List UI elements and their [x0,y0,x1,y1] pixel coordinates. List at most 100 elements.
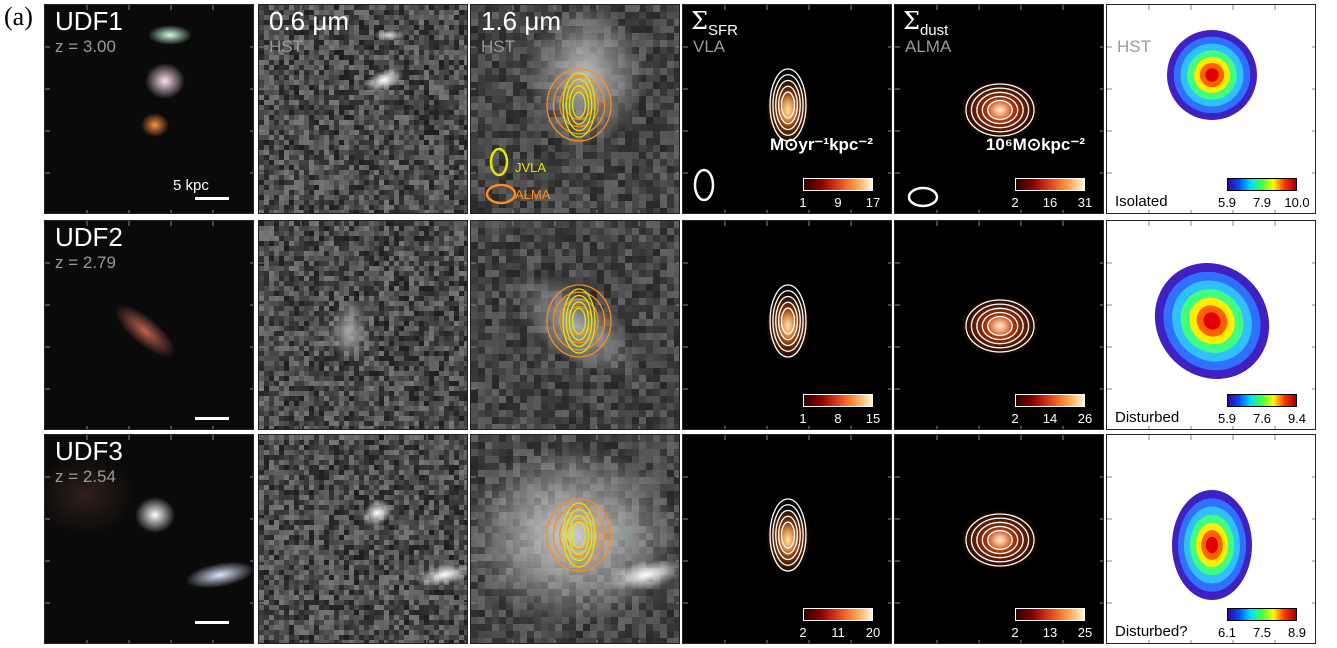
stellar-mass-colorbar-ticks: 5.9 7.6 9.4 [1211,411,1311,427]
redshift-label: z = 2.79 [55,253,116,272]
column-title: 0.6 μm [269,6,350,36]
axis-ticks [1107,5,1315,213]
axis-ticks [45,5,253,213]
colorbar-tick-label: 31 [1077,195,1093,210]
dust-map-panel: 2 13 25 [894,434,1104,644]
dust-contour [987,99,1013,121]
column-title: ΣSFR [691,7,738,39]
colorbar-tick-label: 25 [1077,625,1093,640]
jvla-contour [565,294,593,348]
colorbar-tick-label: 15 [865,411,881,426]
stellar-mass-map-panel: Disturbed? 6.1 7.5 8.9 [1106,434,1316,644]
colorbar-tick-label: 7.6 [1252,411,1272,426]
sfr-colorbar [803,608,873,621]
jvla-contour [562,72,596,138]
hst-1p6um-panel [470,220,680,430]
sigma-subscript: M* [1131,22,1151,39]
stellar-mass-map-panel: Disturbed 5.9 7.6 9.4 [1106,220,1316,430]
colorbar-tick-label: 8 [834,411,842,426]
morphology-status: Disturbed? [1115,623,1188,640]
source-name: UDF1 [55,6,123,36]
hst-0p6um-panel [258,434,468,644]
dust-map-panel: Σdust ALMA 10⁶M⊙kpc⁻² 2 16 31 [894,4,1104,214]
sigma-symbol: Σ [903,7,920,35]
jvla-contour [571,91,587,119]
sfr-contour [777,301,799,341]
legend-alma: ALMA [515,187,551,202]
sfr-colorbar [803,394,873,407]
sfr-contour [769,284,807,358]
sigma-symbol: Σ [691,7,708,35]
rgb-image-panel: UDF3 z = 2.54 [44,434,254,644]
legend-jvla: JVLA [515,160,547,175]
axis-ticks [1107,221,1315,429]
axis-ticks [683,221,891,429]
alma-contour [546,68,612,142]
axis-ticks [45,221,253,429]
colorbar-tick-label: 5.9 [1217,411,1237,426]
alma-beam-icon [485,183,517,205]
alma-beam-icon [907,186,939,208]
alma-contour [546,284,612,358]
sfr-contour [777,85,799,125]
dust-colorbar [1015,608,1085,621]
colorbar-tick-label: 6.1 [1217,625,1237,640]
column-title: Σdust [903,7,948,39]
jvla-contour [568,85,590,125]
sfr-contour [780,307,796,335]
dust-map-panel: 2 14 26 [894,220,1104,430]
scale-bar [195,197,229,200]
axis-ticks [471,435,679,643]
stellar-mass-map-panel: ΣM* HST logM⊙kpc⁻² Isolated 5.9 7.9 10.0 [1106,4,1316,214]
scale-bar [195,417,229,420]
column-title: 1.6 μm [481,6,562,36]
dust-contour [965,83,1035,137]
jvla-contour [571,521,587,549]
dust-contour [970,303,1030,349]
dust-contour [976,307,1024,345]
dust-contour [987,529,1013,551]
colorbar-tick-label: 9 [834,195,842,210]
dust-contour [981,95,1019,125]
axis-ticks [259,435,467,643]
morphology-status: Disturbed [1115,409,1180,426]
alma-contour [559,512,599,558]
axis-ticks [471,221,679,429]
sfr-contour [769,498,807,572]
stellar-mass-colorbar [1227,608,1297,621]
dust-colorbar-ticks: 2 13 25 [999,625,1099,641]
source-name: UDF3 [55,436,123,466]
axis-ticks [683,5,891,213]
colorbar-tick-label: 2 [1011,411,1019,426]
colorbar-tick-label: 1 [799,195,807,210]
scale-bar [195,621,229,624]
colorbar-tick-label: 10.0 [1284,195,1310,210]
alma-contour [559,82,599,128]
sfr-contour [777,515,799,555]
sfr-contour [780,521,796,549]
dust-contour [976,91,1024,129]
colorbar-tick-label: 7.5 [1252,625,1272,640]
dust-colorbar [1015,394,1085,407]
dust-contour [981,311,1019,341]
rgb-image-panel: UDF2 z = 2.79 [44,220,254,430]
sfr-contour [775,79,801,131]
axis-ticks [259,221,467,429]
axis-ticks [895,221,1103,429]
sfr-contour [772,290,804,352]
dust-contour [976,521,1024,559]
instrument-label: ALMA [905,37,952,56]
hst-0p6um-panel: 0.6 μm HST [258,4,468,214]
colorbar-tick-label: 2 [1011,625,1019,640]
alma-contour [552,505,606,565]
hst-1p6um-panel: 1.6 μm HST JVLA ALMA [470,4,680,214]
stellar-mass-colorbar-ticks: 6.1 7.5 8.9 [1211,625,1311,641]
sfr-colorbar-ticks: 1 8 15 [787,411,887,427]
colorbar-tick-label: 2 [799,625,807,640]
sfr-map-panel: 1 8 15 [682,220,892,430]
colorbar-tick-label: 16 [1042,195,1058,210]
sfr-contour [775,295,801,347]
alma-contour [546,498,612,572]
alma-contour [559,298,599,344]
colorbar-tick-label: 26 [1077,411,1093,426]
